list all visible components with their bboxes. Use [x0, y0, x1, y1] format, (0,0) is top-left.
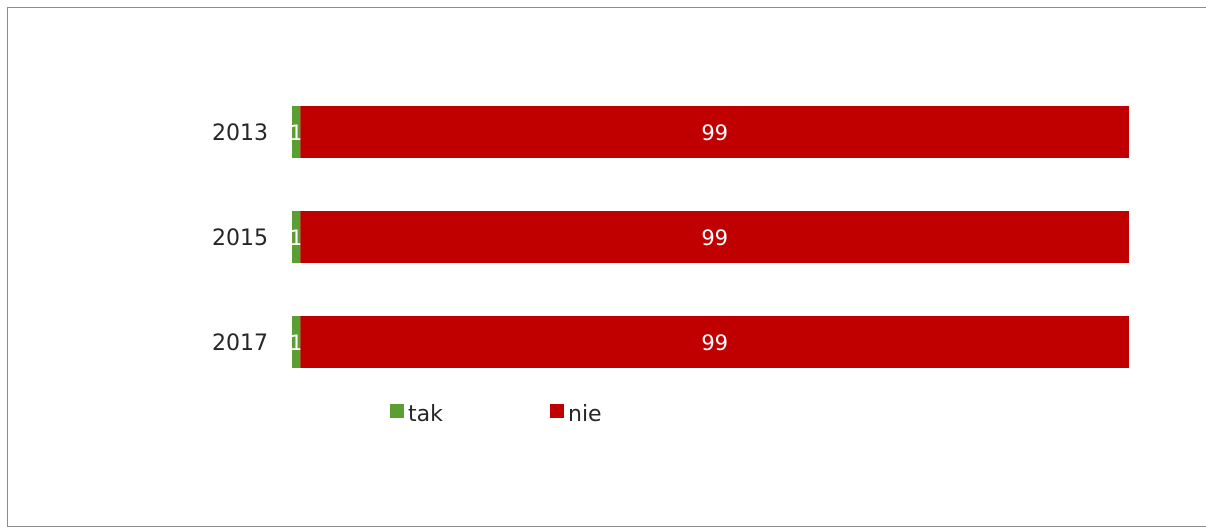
- data-label-nie-2013: 99: [701, 121, 728, 145]
- data-label-nie-2015: 99: [701, 226, 728, 250]
- plot-area: 2013 1 99 2015 1 99 2017 1 99: [212, 106, 1129, 368]
- data-label-tak-2017: 1: [289, 331, 302, 355]
- category-label-2015: 2015: [212, 226, 268, 251]
- bar-tak-2015: [292, 211, 301, 263]
- legend-label-tak: tak: [408, 402, 443, 427]
- category-label-2013: 2013: [212, 121, 268, 146]
- bar-nie-2015: [300, 211, 1129, 263]
- data-label-tak-2013: 1: [289, 121, 302, 145]
- category-label-2017: 2017: [212, 331, 268, 356]
- bar-tak-2013: [292, 106, 301, 158]
- legend-swatch-tak: [390, 404, 404, 418]
- legend-label-nie: nie: [568, 402, 602, 427]
- data-label-nie-2017: 99: [701, 331, 728, 355]
- bar-tak-2017: [292, 316, 301, 368]
- legend: tak nie: [390, 402, 602, 427]
- stacked-bar-chart: 2013 1 99 2015 1 99 2017 1 99 tak nie: [212, 106, 1129, 427]
- bar-nie-2017: [300, 316, 1129, 368]
- legend-swatch-nie: [550, 404, 564, 418]
- bar-nie-2013: [300, 106, 1129, 158]
- data-label-tak-2015: 1: [289, 226, 302, 250]
